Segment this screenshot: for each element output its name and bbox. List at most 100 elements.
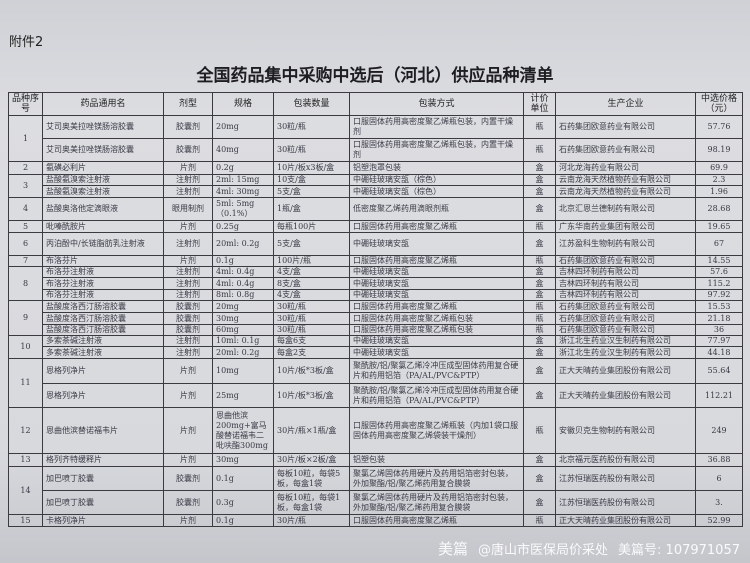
cell-price: 6 — [695, 466, 743, 491]
cell-name: 多索茶碱注射液 — [42, 346, 164, 359]
cell-spec: 2ml: 15mg — [212, 174, 274, 186]
cell-pack: 口服固体药用高密度聚乙烯瓶 — [349, 220, 524, 233]
header-name: 药品通用名 — [42, 92, 164, 116]
cell-pack: 中硼硅玻璃安瓿 — [349, 289, 524, 301]
cell-pack: 口服固体药用高密度聚乙烯瓶包装 — [349, 312, 524, 325]
table-row: 14 加巴喷丁胶囊 胶囊剂 0.1g 每板10粒，每袋5板，每盒1袋 聚氯乙烯固体药用硬片… — [8, 466, 743, 515]
cell-name: 盐酸奥洛他定滴眼液 — [42, 197, 164, 221]
cell-maker: 石药集团欧意药业有限公司 — [555, 300, 696, 313]
cell-name: 盐酸度洛西汀肠溶胶囊 — [42, 300, 164, 313]
cell-name: 卡格列净片 — [42, 514, 164, 527]
cell-price: 1.96 — [695, 185, 743, 198]
cell-unit: 盒 — [523, 466, 556, 491]
cell-no: 14 — [8, 466, 43, 515]
table-row: 6 丙泊酚中/长链脂肪乳注射液 注射剂 20ml: 0.2g 5支/盒 中硼硅玻璃安瓿盒江… — [8, 232, 743, 256]
table-row: 15 卡格列净片 片剂 0.1g 30片/瓶 口服固体药用高密度聚乙烯瓶瓶正大天晴药业集团… — [8, 514, 743, 527]
cell-pack: 低密度聚乙烯药用滴眼剂瓶 — [349, 197, 524, 221]
cell-form: 片剂 — [163, 220, 213, 233]
cell-form: 片剂 — [163, 255, 213, 267]
cell-name: 恩格列净片 — [42, 358, 164, 384]
cell-pack: 铝塑泡罩包装 — [349, 161, 524, 175]
cell-spec: 10ml: 0.1g — [212, 335, 274, 347]
cell-spec: 20mg — [212, 300, 274, 313]
cell-maker: 江苏恒瑞医药股份有限公司 — [555, 466, 696, 491]
table-row: 8 布洛芬注射液 注射剂 4ml: 0.4g 4支/盒 中硼硅玻璃安瓿盒吉林四环制药有限公… — [8, 266, 743, 301]
cell-qty: 30粒/瓶 — [273, 324, 350, 336]
cell-qty: 30粒/瓶 — [273, 312, 350, 325]
cell-maker: 浙江北生药业汉生制药有限公司 — [555, 335, 696, 347]
cell-form: 片剂 — [163, 358, 213, 384]
cell-qty: 30片/瓶×1瓶/盒 — [273, 407, 350, 454]
cell-form: 注射剂 — [163, 277, 213, 290]
cell-form: 片剂 — [163, 514, 213, 527]
cell-unit: 瓶 — [523, 300, 556, 313]
cell-pack: 口服固体药用高密度聚乙烯瓶 — [349, 300, 524, 313]
cell-unit: 盒 — [523, 453, 556, 467]
watermark-id: 美篇号: 107971057 — [618, 543, 740, 558]
cell-no: 13 — [8, 453, 43, 467]
header-pack: 包装方式 — [349, 92, 524, 116]
cell-pack: 聚酰胺/铝/聚氯乙烯冷冲压成型固体药用复合硬片和药用铝箔（PA/AL/PVC&P… — [349, 383, 524, 408]
cell-name: 格列齐特缓释片 — [42, 453, 164, 467]
cell-maker: 吉林四环制药有限公司 — [555, 266, 696, 278]
cell-form: 胶囊剂 — [163, 312, 213, 325]
cell-price: 112.21 — [695, 383, 743, 408]
cell-form: 注射剂 — [163, 185, 213, 198]
cell-qty: 30粒/瓶 — [273, 115, 350, 139]
table-row: 恩格列净片 片剂 25mg 10片/板*3板/盒 聚酰胺/铝/聚氯乙烯冷冲压成型固体药用… — [9, 383, 743, 408]
attachment-label: 附件2 — [9, 35, 44, 50]
cell-pack: 中硼硅玻璃安瓿 — [349, 232, 524, 256]
cell-name: 布洛芬片 — [42, 255, 164, 267]
cell-no: 12 — [8, 407, 43, 454]
table-row: 2 氨磺必利片 片剂 0.2g 10片/板x3板/盒 铝塑泡罩包装盒河北龙海药业有限公司 6… — [8, 161, 743, 175]
cell-unit: 瓶 — [523, 115, 556, 139]
cell-no: 4 — [8, 197, 43, 221]
cell-unit: 盒 — [523, 383, 556, 408]
cell-price: 115.2 — [695, 277, 743, 290]
cell-spec: 8ml: 0.8g — [212, 289, 274, 301]
cell-qty: 每瓶100片 — [273, 220, 350, 233]
cell-form: 片剂 — [163, 161, 213, 175]
cell-spec: 30mg — [212, 312, 274, 325]
cell-maker: 石药集团欧意药业有限公司 — [555, 115, 696, 139]
cell-maker: 正大天晴药业集团股份有限公司 — [555, 383, 696, 408]
cell-form: 注射剂 — [163, 174, 213, 186]
cell-price: 55.64 — [695, 358, 743, 384]
cell-maker: 安徽贝克生物制药有限公司 — [555, 407, 696, 454]
cell-maker: 浙江北生药业汉生制药有限公司 — [555, 346, 696, 359]
cell-form: 注射剂 — [163, 289, 213, 301]
cell-spec: 0.2g — [212, 161, 274, 175]
cell-form: 眼用制剂 — [163, 197, 213, 221]
cell-unit: 盒 — [523, 335, 556, 347]
cell-no: 8 — [8, 266, 43, 301]
cell-unit: 盒 — [523, 289, 556, 301]
cell-unit: 瓶 — [523, 514, 556, 527]
cell-qty: 30粒/瓶 — [273, 300, 350, 313]
cell-qty: 每盒6支 — [273, 335, 350, 347]
header-form: 剂型 — [163, 92, 213, 116]
cell-name: 恩曲他滨替诺福韦片 — [42, 407, 164, 454]
cell-name: 丙泊酚中/长链脂肪乳注射液 — [42, 232, 164, 256]
cell-unit: 瓶 — [523, 324, 556, 336]
cell-maker: 河北龙海药业有限公司 — [555, 161, 696, 175]
cell-form: 注射剂 — [163, 232, 213, 256]
cell-spec: 20ml: 0.2g — [212, 232, 274, 256]
table-header-row: 品种序号 药品通用名 剂型 规格 包装数量 包装方式 计价单位 生产企业 中选价… — [8, 92, 743, 116]
cell-unit: 盒 — [523, 358, 556, 384]
cell-maker: 江苏恒瑞医药股份有限公司 — [555, 490, 696, 515]
cell-spec: 25mg — [212, 383, 274, 408]
header-qty: 包装数量 — [273, 92, 350, 116]
cell-name: 盐酸氨溴索注射液 — [42, 185, 164, 198]
cell-no: 6 — [8, 232, 43, 256]
cell-name: 盐酸度洛西汀肠溶胶囊 — [42, 324, 164, 336]
cell-price: 69.9 — [695, 161, 743, 175]
cell-spec: 0.3g — [212, 490, 274, 515]
cell-price: 77.97 — [695, 335, 743, 347]
cell-name: 多索茶碱注射液 — [42, 335, 164, 347]
cell-price: 67 — [695, 232, 743, 256]
cell-spec: 60mg — [212, 324, 274, 336]
table-row: 11 恩格列净片 片剂 10mg 10片/板*3板/盒 聚酰胺/铝/聚氯乙烯冷冲压成型固体… — [8, 358, 743, 408]
cell-name: 艾司奥美拉唑镁肠溶胶囊 — [42, 115, 164, 139]
cell-no: 15 — [8, 514, 43, 527]
cell-unit: 盒 — [523, 490, 556, 515]
